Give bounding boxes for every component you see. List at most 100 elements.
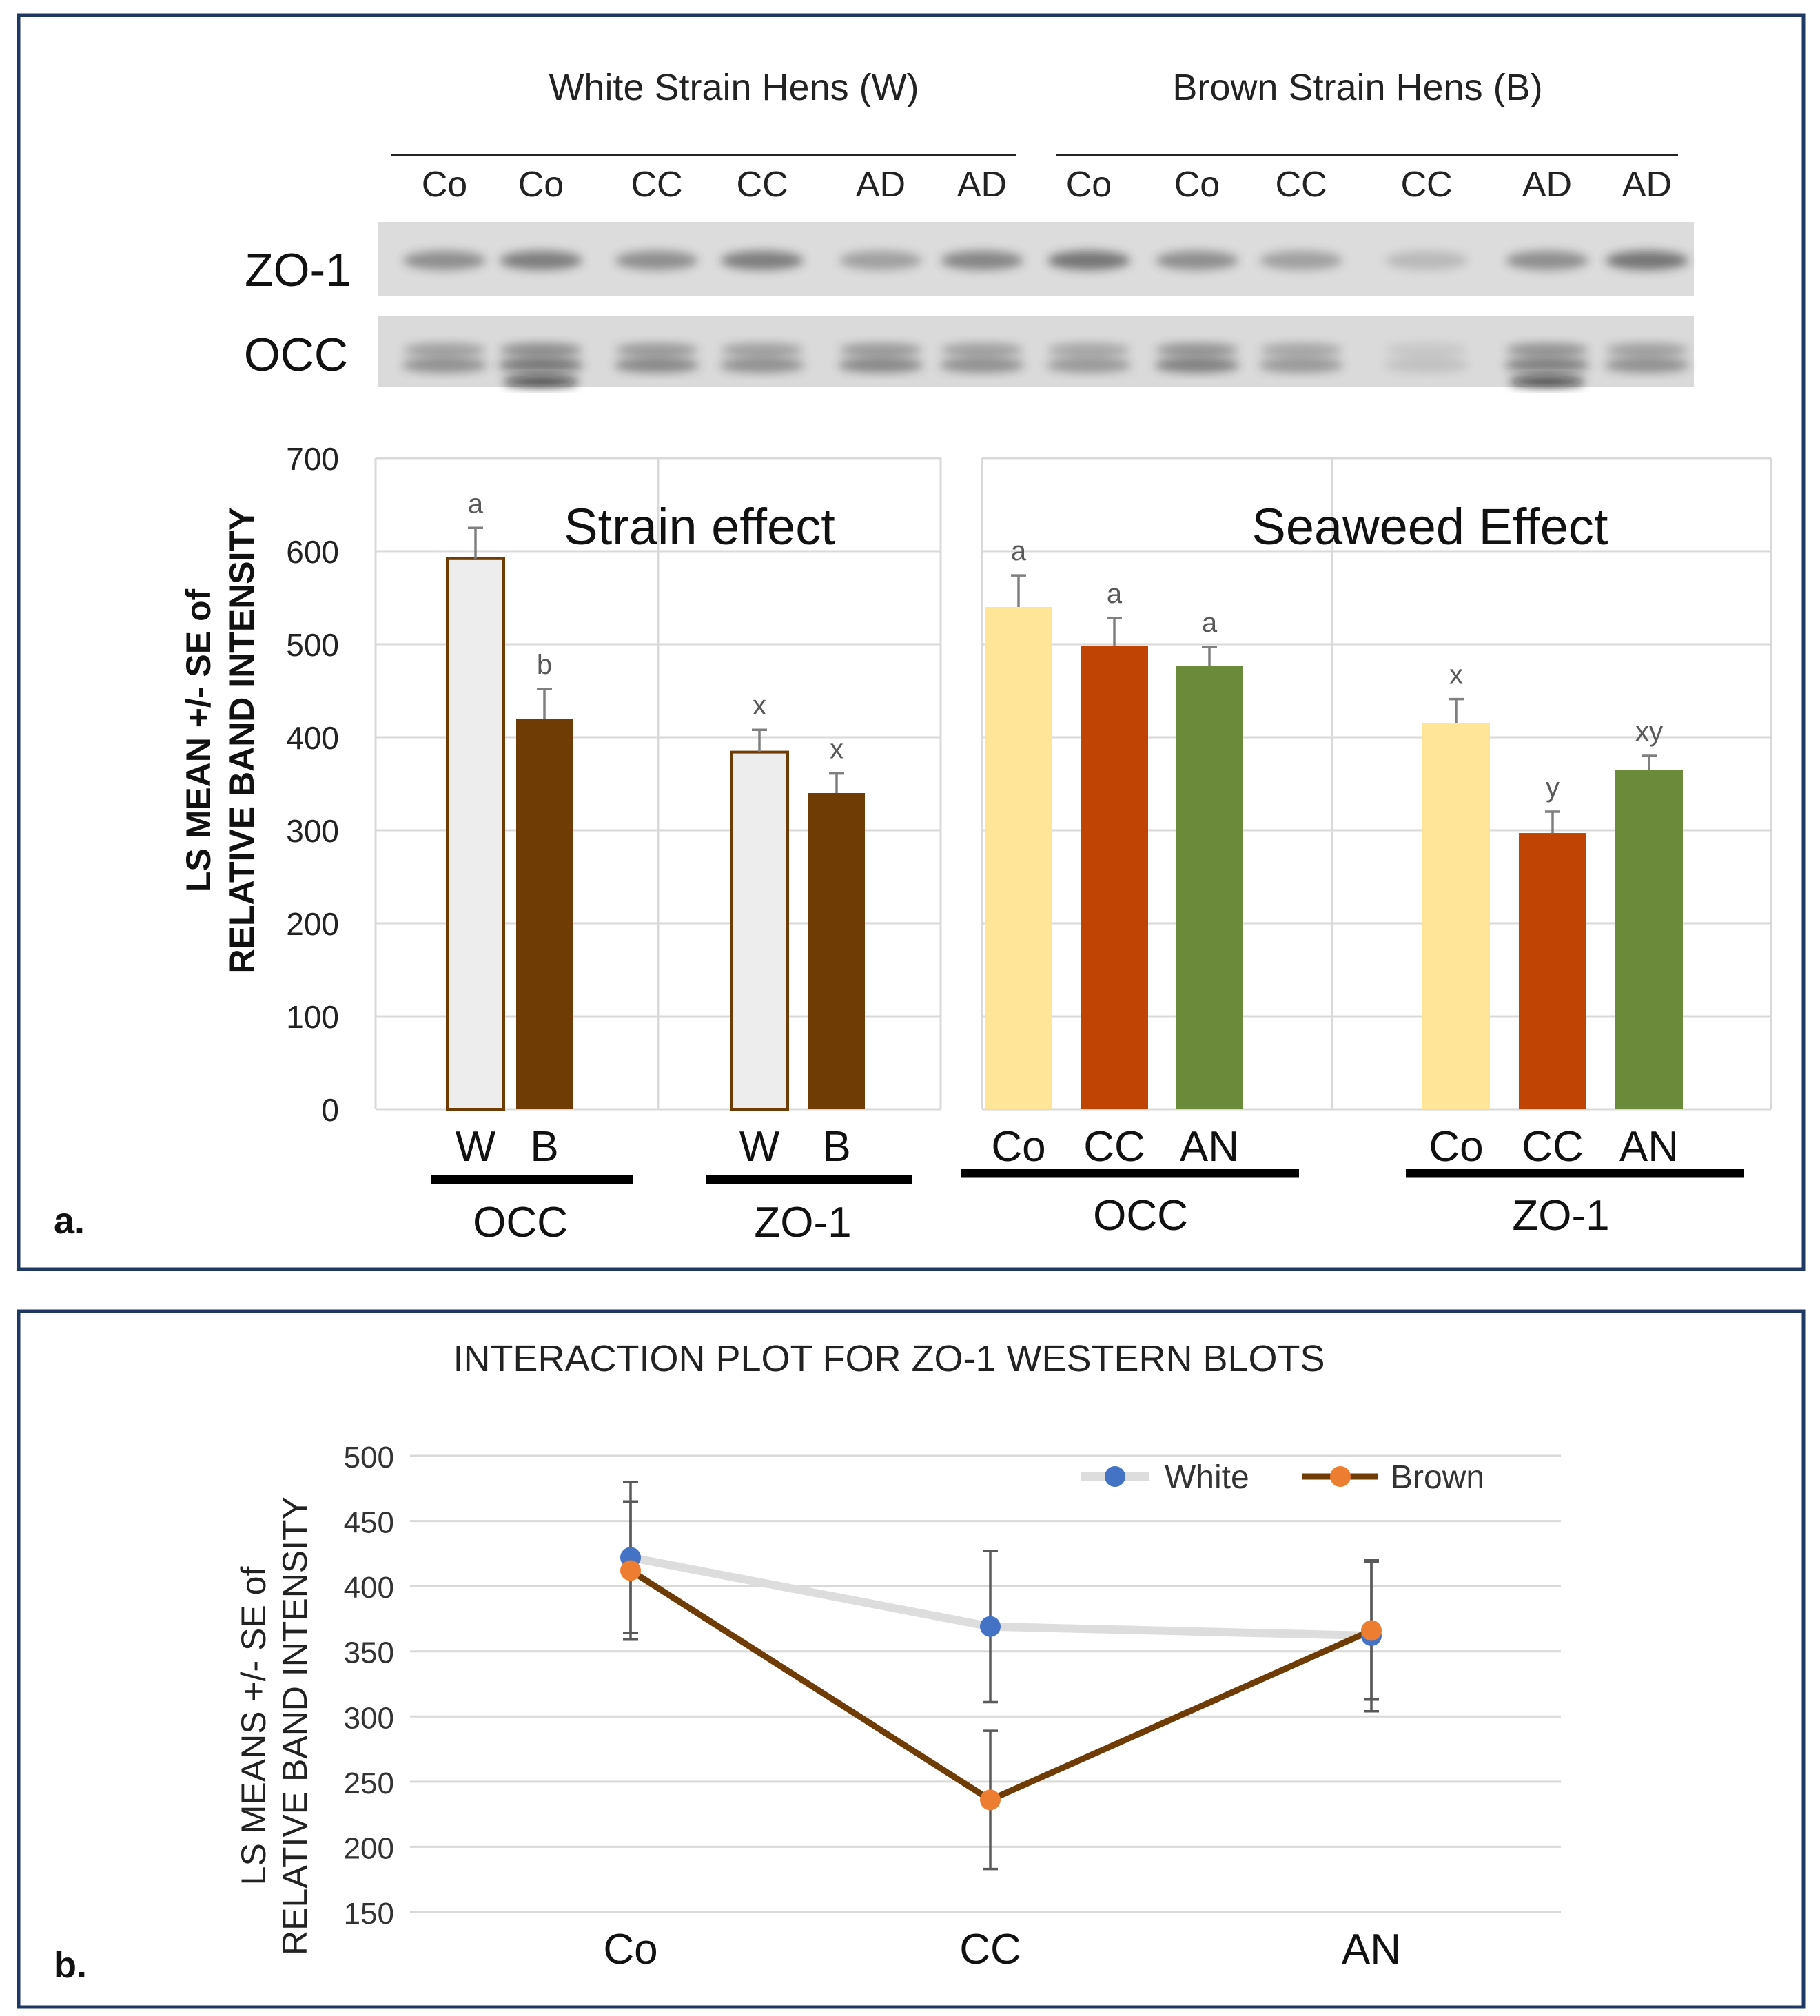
- blot-band-occ-upper: [615, 343, 698, 357]
- blot-band-zo1: [1156, 251, 1238, 270]
- category-label: AN: [1619, 1123, 1679, 1171]
- blot-band-zo1: [1385, 251, 1468, 270]
- blot-group-label-white: White Strain Hens (W): [549, 67, 919, 108]
- y-tick-label: 500: [286, 627, 339, 663]
- legend-marker-brown: [1330, 1466, 1351, 1487]
- blot-band-occ-lower: [614, 358, 699, 373]
- blot-group-label-brown: Brown Strain Hens (B): [1172, 67, 1542, 108]
- blot-band-zo1: [500, 251, 582, 270]
- blot-lane-label: CC: [631, 165, 682, 205]
- group-label: ZO-1: [754, 1199, 851, 1246]
- blot-band-zo1: [1606, 251, 1688, 270]
- y-tick-label: 150: [344, 1897, 394, 1931]
- blot-band-occ-upper: [1506, 343, 1588, 357]
- y-tick-label: 350: [344, 1636, 394, 1670]
- panel-b-ylabel-line1: LS MEANS +/- SE of: [234, 1567, 273, 1886]
- blot-band-occ-lower: [498, 358, 584, 373]
- blot-band-occ-upper: [721, 343, 804, 357]
- y-tick-label: 100: [286, 999, 339, 1035]
- category-label: B: [530, 1123, 558, 1171]
- bar: [446, 557, 505, 1111]
- group-label: OCC: [473, 1199, 568, 1246]
- significance-letter: a: [468, 488, 484, 519]
- y-tick-label: 200: [286, 906, 339, 942]
- x-category-label: AN: [1342, 1926, 1401, 1973]
- blot-lane-labels: Co Co CC CC AD AD Co Co CC CC AD AD: [422, 154, 1672, 205]
- blot-band-occ-upper: [1156, 343, 1238, 357]
- data-point-white: [980, 1616, 1001, 1637]
- blot-band-occ-lower: [1384, 358, 1469, 373]
- panel-a-ylabel-line2: RELATIVE BAND INTENSITY: [223, 508, 261, 974]
- y-tick-label: 600: [286, 534, 339, 570]
- blot-strip-occ: [378, 316, 1694, 387]
- data-point-brown: [980, 1789, 1001, 1811]
- significance-letter: a: [1107, 579, 1123, 609]
- blot-band-occ-upper: [403, 343, 486, 357]
- blot-band-occ-dark: [503, 376, 579, 387]
- category-label: CC: [1522, 1123, 1584, 1171]
- blot-band-occ-lower: [1604, 358, 1690, 373]
- blot-band-occ-upper: [941, 343, 1023, 357]
- bar: [808, 793, 865, 1109]
- bar: [1081, 646, 1148, 1109]
- significance-letter: x: [830, 734, 843, 765]
- significance-letter: y: [1546, 772, 1560, 803]
- blot-band-zo1: [721, 251, 804, 270]
- panel-b-chart: 150 200 250 300 350 400 450 500 Co CC AN White Brown: [344, 1441, 1561, 1973]
- blot-band-zo1: [615, 251, 698, 270]
- significance-letter: x: [753, 690, 766, 721]
- blot-band-occ-lower: [402, 358, 487, 373]
- y-tick-label: 500: [344, 1441, 394, 1474]
- x-category-label: CC: [959, 1926, 1021, 1973]
- panel-b-frame: [17, 1309, 1806, 2009]
- bar: [516, 719, 573, 1109]
- y-tick-label: 200: [344, 1831, 394, 1865]
- significance-letter: x: [1449, 660, 1463, 690]
- blot-band-occ-dark: [1509, 376, 1585, 387]
- legend-marker-white: [1105, 1466, 1125, 1487]
- y-tick-label: 250: [344, 1767, 394, 1800]
- y-tick-label: 400: [344, 1571, 394, 1605]
- blot-band-occ-upper: [1606, 343, 1688, 357]
- group-label: ZO-1: [1512, 1192, 1609, 1240]
- category-label: CC: [1083, 1123, 1145, 1171]
- blot-band-occ-upper: [1385, 343, 1468, 357]
- blot-band-occ-lower: [1504, 358, 1590, 373]
- blot-lane-label: AD: [856, 165, 906, 205]
- blot-row-label-zo1: ZO-1: [245, 244, 351, 296]
- blot-band-occ-lower: [939, 358, 1025, 373]
- panel-b-title: INTERACTION PLOT FOR ZO-1 WESTERN BLOTS: [453, 1338, 1325, 1379]
- category-label: Co: [1429, 1123, 1483, 1171]
- y-tick-label: 450: [344, 1506, 394, 1540]
- category-label: AN: [1180, 1123, 1239, 1171]
- legend-label-white: White: [1165, 1459, 1249, 1496]
- blot-lane-label: AD: [1622, 165, 1672, 205]
- bar: [730, 750, 789, 1111]
- category-label: B: [822, 1123, 850, 1171]
- y-tick-label: 700: [286, 441, 339, 477]
- panel-b-letter: b.: [54, 1944, 87, 1986]
- blot-band-occ-lower: [1046, 358, 1132, 373]
- bar: [1176, 666, 1243, 1109]
- blot-lane-label: CC: [1275, 165, 1327, 205]
- significance-letter: a: [1011, 536, 1027, 566]
- bar: [1519, 833, 1586, 1109]
- category-label: W: [456, 1123, 496, 1171]
- blot-band-occ-upper: [1260, 343, 1342, 357]
- blot-lane-label: Co: [1174, 165, 1220, 205]
- y-tick-label: 300: [286, 813, 339, 849]
- panel-a-subtitle-strain: Strain effect: [564, 498, 835, 555]
- blot-lane-label: CC: [736, 165, 788, 205]
- blot-band-zo1: [1506, 251, 1588, 270]
- legend-label-brown: Brown: [1391, 1459, 1484, 1496]
- blot-band-occ-lower: [719, 358, 805, 373]
- blot-strip-zo1: [378, 222, 1694, 296]
- y-tick-label: 400: [286, 720, 339, 756]
- panel-a-subtitle-seaweed: Seaweed Effect: [1252, 498, 1608, 555]
- panel-a-chart: 0 100 200 300 400 500 600 700 a Wb B OCC x Wx B ZO-1 a Co…: [286, 441, 1772, 1246]
- panel-b-ylabel-line2: RELATIVE BAND INTENSITY: [276, 1496, 314, 1955]
- y-tick-label: 0: [321, 1092, 339, 1128]
- blot-band-zo1: [1260, 251, 1342, 270]
- significance-letter: b: [537, 650, 552, 680]
